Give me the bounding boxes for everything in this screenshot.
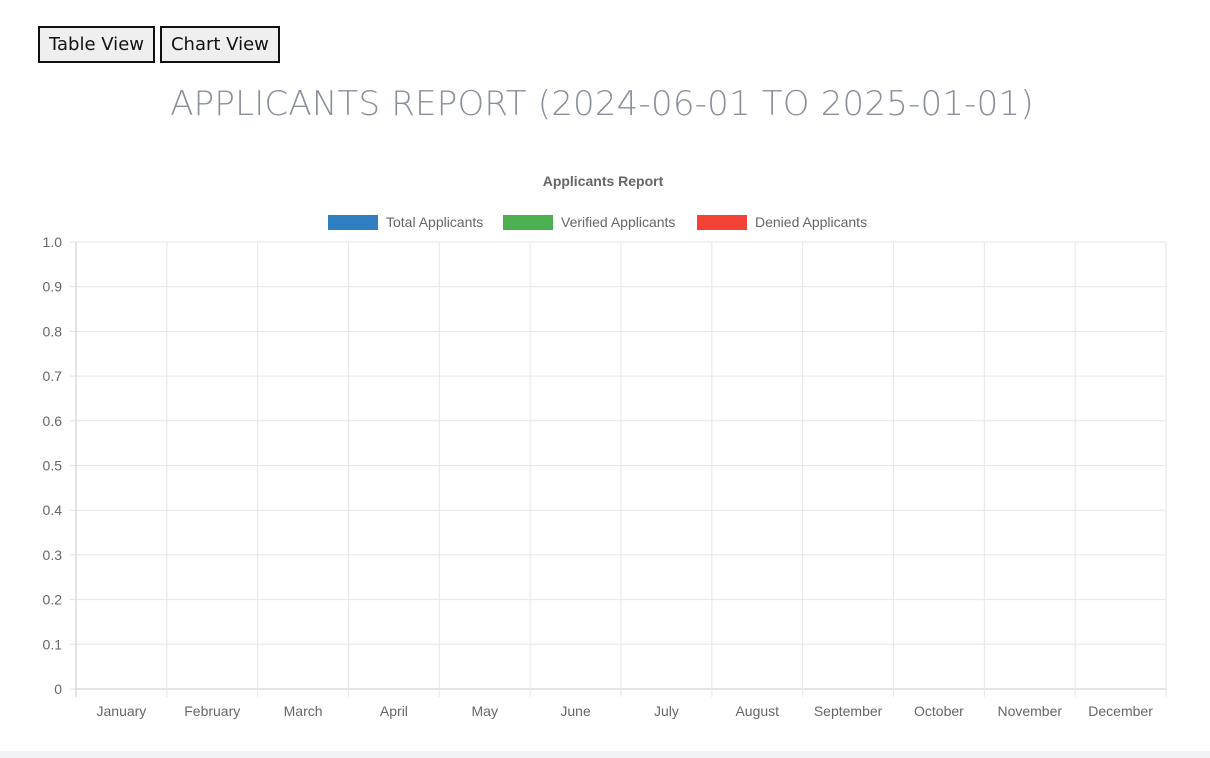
y-tick-label: 0.8 (43, 323, 63, 339)
x-tick-label: December (1088, 703, 1153, 719)
x-tick-label: September (814, 703, 883, 719)
legend-swatch-1 (328, 215, 378, 230)
legend-swatch-2 (503, 215, 553, 230)
y-tick-label: 0.5 (43, 458, 63, 474)
y-tick-label: 0.4 (43, 502, 63, 518)
view-toggle: Table View Chart View (38, 26, 280, 63)
y-tick-label: 0 (54, 681, 62, 697)
y-tick-label: 0.2 (43, 592, 63, 608)
chart-view-button[interactable]: Chart View (159, 26, 280, 63)
table-view-button[interactable]: Table View (38, 26, 155, 63)
x-tick-label: August (735, 703, 779, 719)
x-tick-label: July (654, 703, 679, 719)
x-tick-label: May (472, 703, 498, 719)
y-tick-label: 0.1 (43, 636, 63, 652)
chart-axes: 0 0.1 0.2 0.3 0.4 0.5 0.6 0.7 0.8 0.9 1.0 January Fe… (43, 234, 1154, 719)
x-tick-label: March (284, 703, 323, 719)
chart-grid (75, 241, 1167, 697)
page-footer-strip (0, 751, 1210, 758)
y-tick-label: 0.9 (43, 279, 63, 295)
x-tick-label: January (97, 703, 147, 719)
y-tick-label: 1.0 (43, 234, 63, 250)
x-tick-label: April (380, 703, 408, 719)
y-tick-label: 0.3 (43, 547, 63, 563)
chart-container: Applicants Report Total Applicants Verifi… (0, 160, 1210, 740)
x-tick-label: June (560, 703, 591, 719)
legend-label-1: Total Applicants (386, 214, 483, 230)
x-tick-label: October (914, 703, 964, 719)
legend-label-2: Verified Applicants (561, 214, 675, 230)
y-tick-label: 0.7 (43, 368, 63, 384)
legend-label-3: Denied Applicants (755, 214, 867, 230)
applicants-bar-chart: Applicants Report Total Applicants Verifi… (43, 173, 1167, 719)
chart-title: Applicants Report (543, 173, 664, 189)
x-tick-label: February (184, 703, 240, 719)
x-tick-label: November (997, 703, 1062, 719)
page-title: APPLICANTS REPORT (2024-06-01 TO 2025-01… (170, 84, 1034, 124)
legend-swatch-3 (697, 215, 747, 230)
chart-legend: Total Applicants Verified Applicants Denie… (328, 214, 867, 230)
y-tick-label: 0.6 (43, 413, 63, 429)
